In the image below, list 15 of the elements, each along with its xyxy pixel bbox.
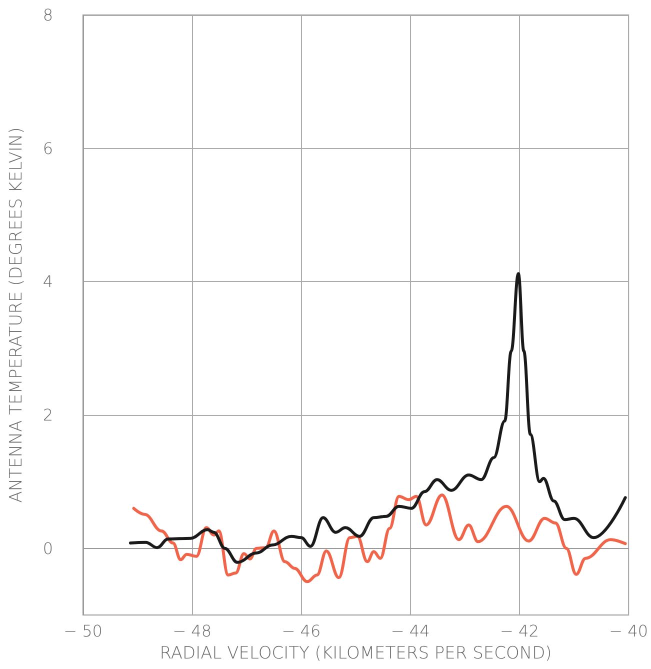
line-series [132,494,627,584]
x-tick-label: − 50 [64,622,102,640]
x-tick-label: − 48 [172,622,212,640]
y-tick-label: 8 [42,6,53,24]
x-tick-label: − 42 [500,622,539,640]
x-axis-title: RADIAL VELOCITY (KILOMETERS PER SECOND) [160,644,552,664]
line-series [128,272,627,564]
y-tick-label: 4 [42,272,53,292]
x-tick-label: − 46 [282,622,321,640]
x-tick-label: − 40 [609,622,648,640]
y-tick-label: 0 [42,538,53,558]
y-axis-title: ANTENNA TEMPERATURE (DEGREES KELVIN) [6,127,26,503]
y-tick-label: 2 [42,406,53,424]
x-tick-label: − 44 [390,622,430,640]
y-tick-label: 6 [42,138,53,158]
